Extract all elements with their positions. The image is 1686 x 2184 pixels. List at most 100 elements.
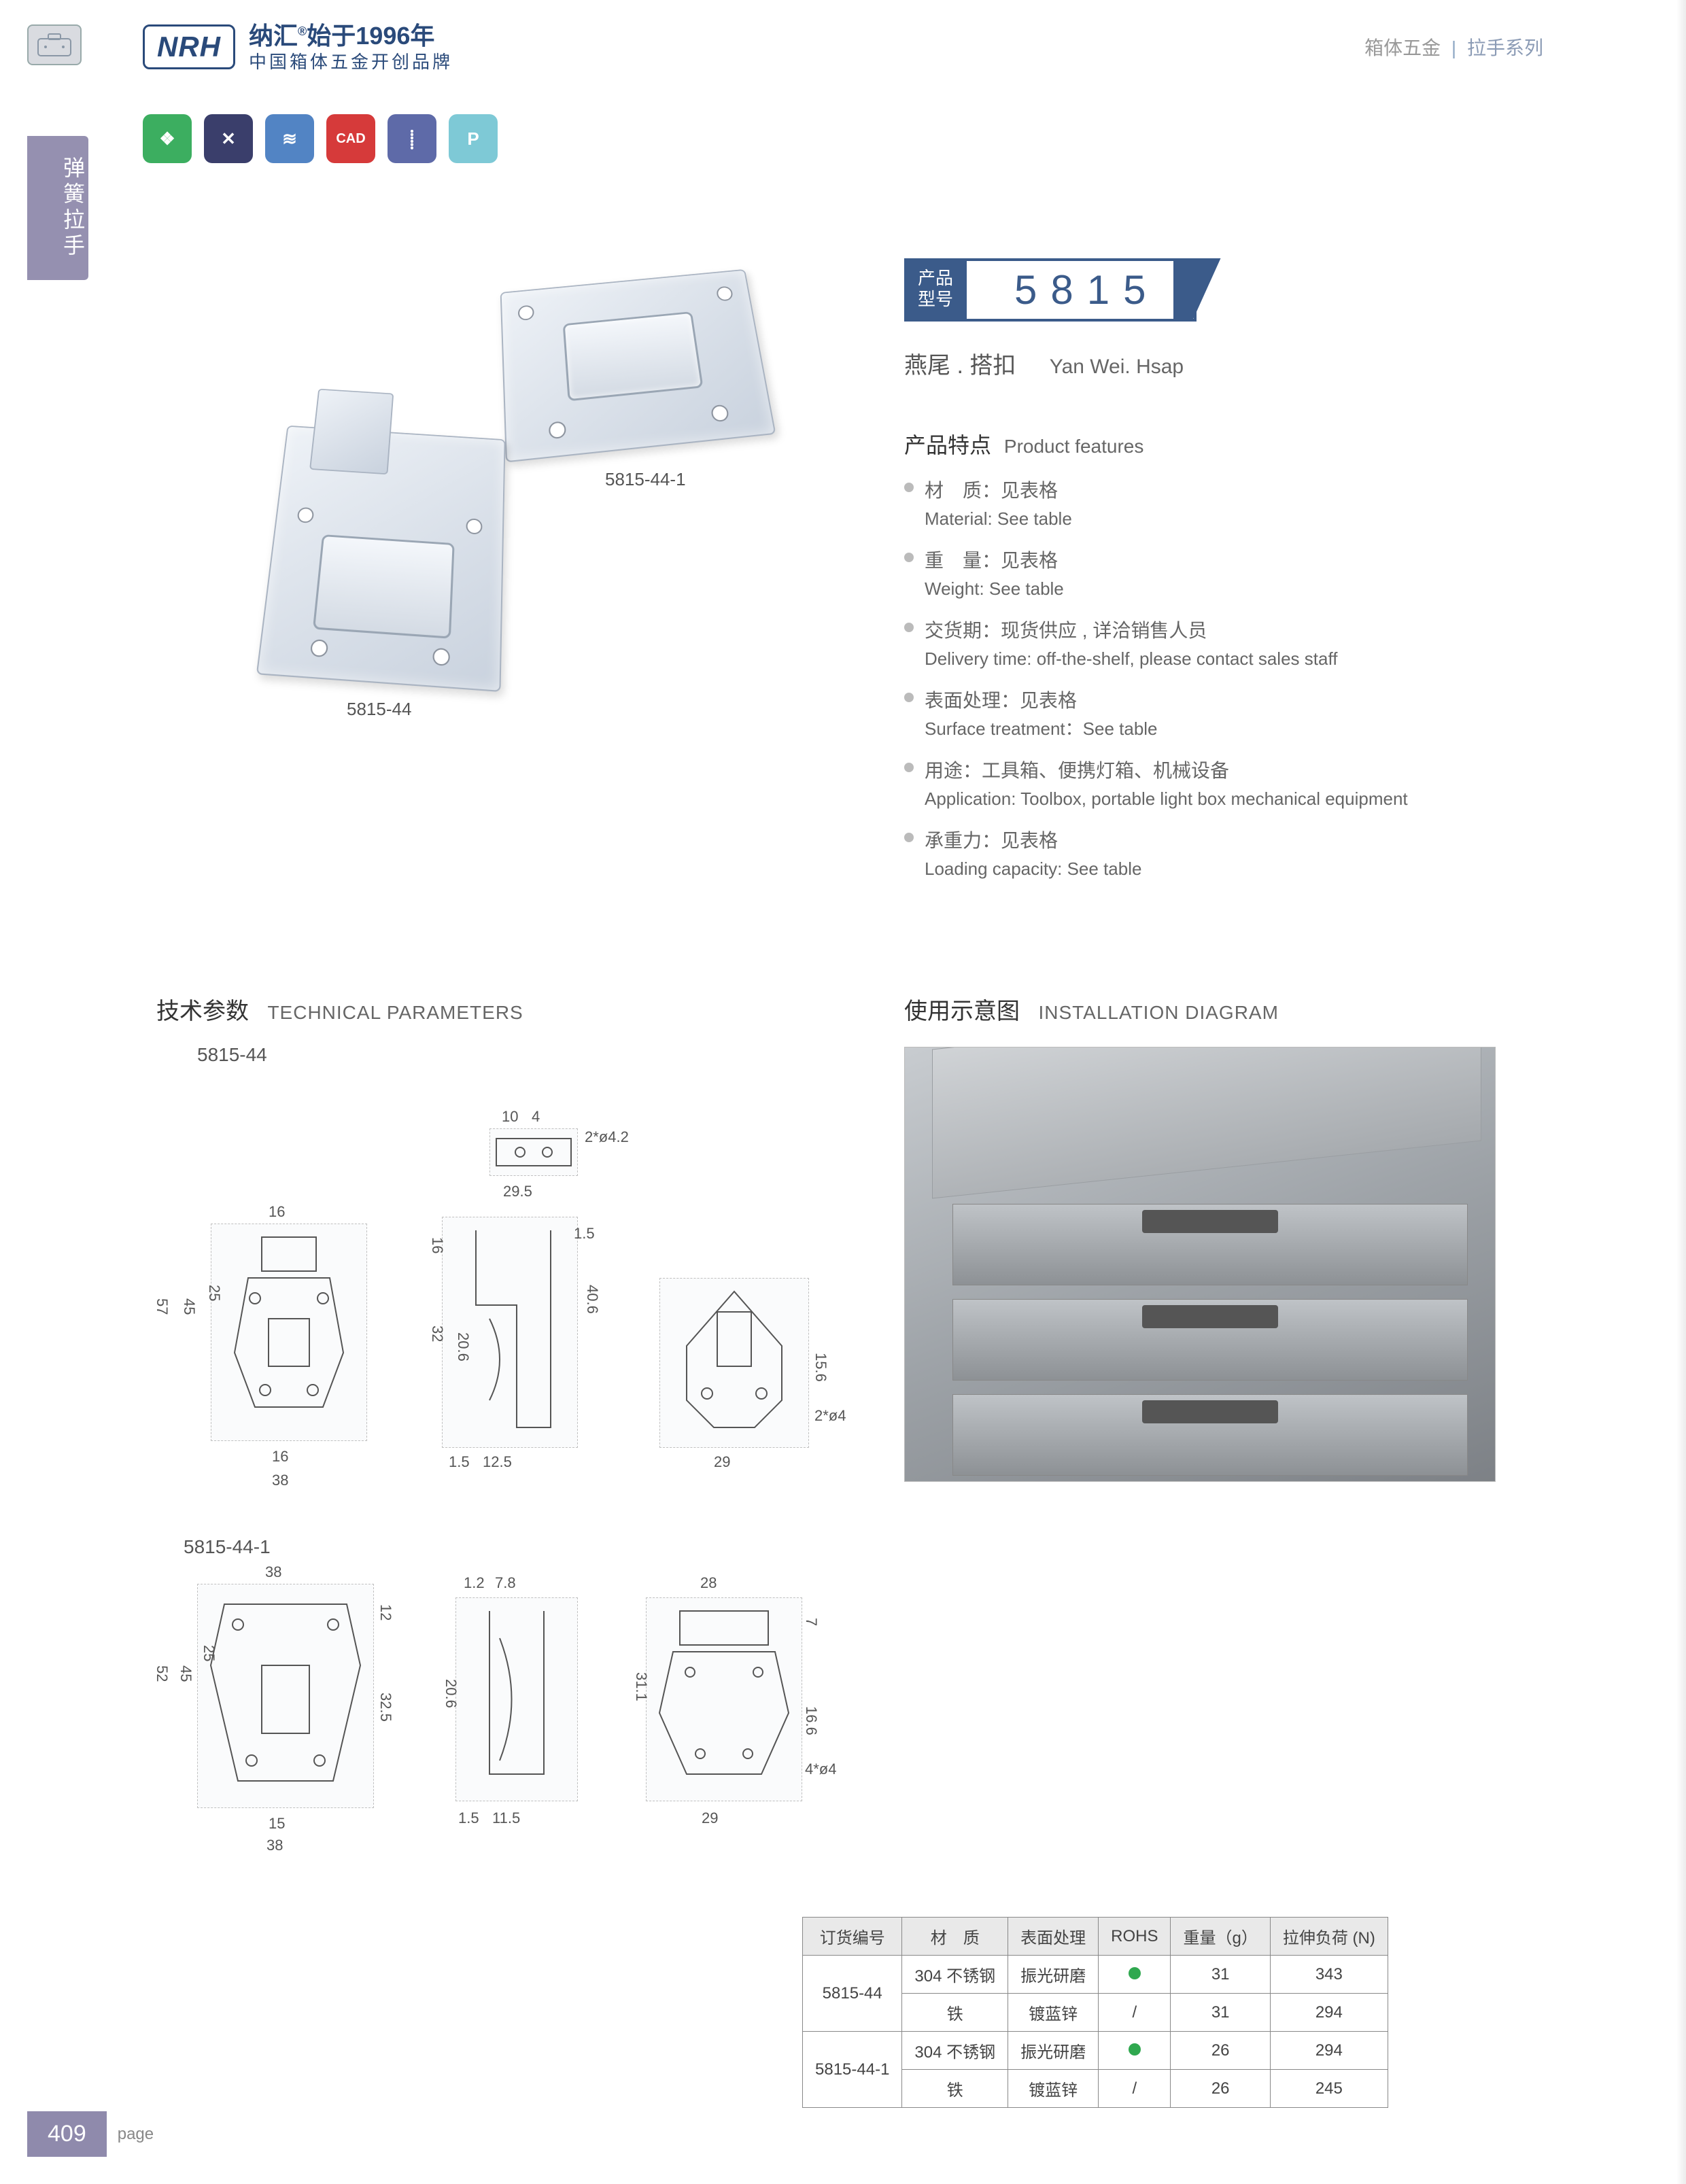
feature-cn: 承重力：见表格 <box>925 826 1489 853</box>
cell-weight: 31 <box>1171 1956 1270 1994</box>
dim: 29 <box>714 1453 730 1471</box>
table-header: 材 质 <box>902 1918 1008 1956</box>
dim: 10 <box>502 1108 518 1126</box>
badge-l1: 产品 <box>918 268 953 289</box>
series-cn: 拉手系列 <box>1467 37 1543 58</box>
brand-logo: NRH <box>143 24 235 69</box>
product-image-1 <box>500 269 776 463</box>
bolt-icon: ⸽ <box>388 114 436 163</box>
product-image-2 <box>256 426 506 692</box>
cell-load: 294 <box>1270 2032 1388 2070</box>
cell-load: 245 <box>1270 2070 1388 2108</box>
case-icon <box>27 24 82 65</box>
p-icon: P <box>449 114 498 163</box>
feature-cn: 用途：工具箱、便携灯箱、机械设备 <box>925 756 1489 783</box>
brand-cn: 纳汇 <box>249 22 298 50</box>
page-header: NRH 纳汇®始于1996年 中国箱体五金开创品牌 箱体五金 | 拉手系列 <box>143 20 1543 73</box>
dim: 12.5 <box>483 1453 512 1471</box>
dim: 31.1 <box>632 1672 650 1701</box>
rohs-dot-icon <box>1129 2043 1141 2056</box>
feature-cn: 交货期：现货供应 , 详洽销售人员 <box>925 616 1489 643</box>
dim: 28 <box>700 1574 717 1592</box>
dim: 15 <box>269 1815 285 1833</box>
tool-icon: ✕ <box>204 114 253 163</box>
table-row: 5815-44-1304 不锈钢振光研磨26294 <box>803 2032 1388 2070</box>
cell-weight: 26 <box>1171 2070 1270 2108</box>
dim: 29 <box>702 1809 718 1827</box>
feature-item: 重 量：见表格Weight: See table <box>904 546 1489 601</box>
feature-item: 表面处理：见表格Surface treatment：See table <box>904 686 1489 741</box>
dim: 52 <box>153 1665 171 1682</box>
cat-cn: 箱体五金 <box>1364 37 1441 58</box>
eco-icon: ❖ <box>143 114 192 163</box>
dim: 11.5 <box>492 1809 520 1827</box>
installation-diagram-image <box>904 1047 1496 1482</box>
dim: 7 <box>802 1618 820 1626</box>
dim: 45 <box>180 1298 198 1315</box>
cell-rohs <box>1099 2032 1171 2070</box>
feature-icon-row: ❖ ✕ ≋ CAD ⸽ P <box>143 114 498 163</box>
dim: 12 <box>377 1604 394 1620</box>
features-title-cn: 产品特点 <box>904 433 991 457</box>
cell-weight: 26 <box>1171 2032 1270 2070</box>
product-subtitle: 燕尾 . 搭扣 Yan Wei. Hsap <box>904 347 1184 380</box>
dim: 25 <box>205 1285 223 1301</box>
dim: 16 <box>269 1203 285 1221</box>
page-footer: 409 page <box>27 2111 154 2157</box>
dwg-plate <box>489 1128 578 1176</box>
inst-title-cn: 使用示意图 <box>904 999 1020 1024</box>
cell-rohs <box>1099 1956 1171 1994</box>
feature-item: 材 质：见表格Material: See table <box>904 476 1489 531</box>
product-features: 产品特点 Product features 材 质：见表格Material: S… <box>904 428 1489 897</box>
table-header: 重量（g） <box>1171 1918 1270 1956</box>
dim: 20.6 <box>454 1332 472 1362</box>
dim: 20.6 <box>442 1679 460 1708</box>
tech-variant-1-label: 5815-44 <box>197 1044 267 1066</box>
catalog-page: NRH 纳汇®始于1996年 中国箱体五金开创品牌 箱体五金 | 拉手系列 弹簧… <box>0 0 1686 2184</box>
spec-table: 订货编号材 质表面处理ROHS重量（g）拉伸负荷 (N) 5815-44304 … <box>802 1917 1388 2108</box>
dim: 1.2 <box>464 1574 485 1592</box>
dim: 38 <box>265 1563 281 1581</box>
page-label: page <box>118 2125 154 2144</box>
feature-en: Material: See table <box>925 507 1489 531</box>
dim: 29.5 <box>503 1183 532 1200</box>
subtitle-en: Yan Wei. Hsap <box>1050 356 1184 378</box>
brand-since: 始于1996年 <box>307 22 434 50</box>
dim: 38 <box>272 1472 288 1489</box>
dwg-rear-2 <box>646 1597 802 1801</box>
dim: 16 <box>272 1448 288 1466</box>
dwg-front-1 <box>211 1224 367 1441</box>
brand-tagline: 中国箱体五金开创品牌 <box>249 51 453 73</box>
dim: 4*ø4 <box>805 1761 836 1778</box>
cell-surface: 振光研磨 <box>1008 2032 1099 2070</box>
tech-params-title: 技术参数 TECHNICAL PARAMETERS <box>156 992 523 1026</box>
dim: 45 <box>177 1665 194 1682</box>
inst-title-en: INSTALLATION DIAGRAM <box>1038 1002 1278 1023</box>
dim: 1.5 <box>449 1453 470 1471</box>
cell-surface: 镀蓝锌 <box>1008 2070 1099 2108</box>
cell-load: 343 <box>1270 1956 1388 1994</box>
dim: 7.8 <box>495 1574 516 1592</box>
table-header: 拉伸负荷 (N) <box>1270 1918 1388 1956</box>
dwg-front-2 <box>197 1584 374 1808</box>
brand-text: 纳汇®始于1996年 中国箱体五金开创品牌 <box>249 20 453 73</box>
dim: 2*ø4 <box>814 1407 846 1425</box>
cell-surface: 镀蓝锌 <box>1008 1994 1099 2032</box>
product-label-2: 5815-44 <box>347 699 411 720</box>
product-label-1: 5815-44-1 <box>605 469 686 490</box>
dim: 2*ø4.2 <box>585 1128 629 1146</box>
feature-item: 用途：工具箱、便携灯箱、机械设备 Application: Toolbox, po… <box>904 756 1489 811</box>
features-title: 产品特点 Product features <box>904 428 1489 460</box>
feature-en: Weight: See table <box>925 577 1489 601</box>
dim: 32.5 <box>377 1693 394 1722</box>
dwg-side-2 <box>455 1597 578 1801</box>
badge-number: 5815 <box>967 258 1196 322</box>
feature-item: 承重力：见表格 Loading capacity: See table <box>904 826 1489 881</box>
cell-weight: 31 <box>1171 1994 1270 2032</box>
table-header: ROHS <box>1099 1918 1171 1956</box>
feature-en: Loading capacity: See table <box>925 857 1489 881</box>
cell-material: 304 不锈钢 <box>902 2032 1008 2070</box>
feature-en: Application: Toolbox, portable light box… <box>925 787 1489 811</box>
page-number: 409 <box>27 2111 107 2157</box>
cell-rohs: / <box>1099 2070 1171 2108</box>
